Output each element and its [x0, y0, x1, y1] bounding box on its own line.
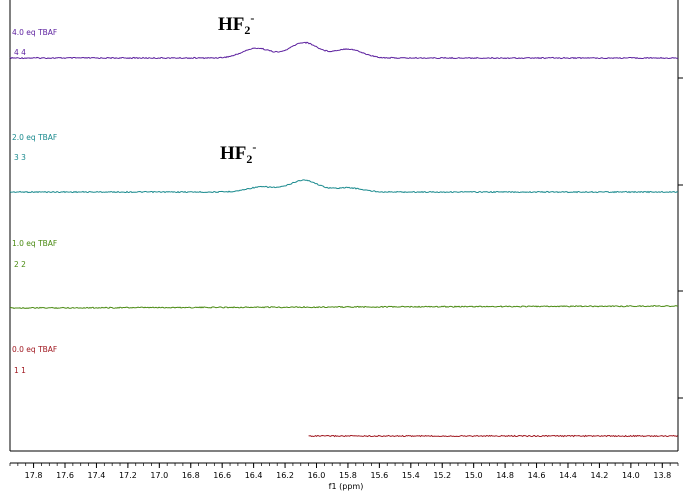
x-tick-label: 16.8 [182, 471, 200, 480]
x-tick-label: 15.0 [465, 471, 483, 480]
spectrum-trace [9, 41, 679, 60]
trace-id-label: 2 2 [14, 260, 26, 269]
x-tick-label: 15.2 [433, 471, 451, 480]
label-layer: 4.0 eq TBAF 4 4 HF2- 2.0 eq TBAF 3 3 HF2- 1.0 … [12, 11, 256, 375]
series-name-label: 4.0 eq TBAF [12, 28, 57, 37]
x-tick-label: 15.6 [370, 471, 388, 480]
x-tick-label: 17.0 [150, 471, 168, 480]
x-tick-label: 16.4 [245, 471, 263, 480]
trace-id-label: 4 4 [14, 48, 26, 57]
x-tick-label: 15.8 [339, 471, 357, 480]
x-tick-label: 14.4 [559, 471, 577, 480]
peak-annotation: HF2- [218, 11, 254, 37]
x-tick-label: 14.0 [622, 471, 640, 480]
axis-layer: 17.8 17.6 17.4 17.2 17.0 16.8 16.6 16.4 16.2 16.0… [9, 0, 683, 480]
x-tick-label: 14.8 [496, 471, 514, 480]
trace-layer [9, 41, 679, 438]
x-tick-label: 14.2 [591, 471, 609, 480]
x-tick-label: 16.6 [213, 471, 231, 480]
x-tick-label: 13.8 [653, 471, 671, 480]
spectrum-trace [308, 434, 678, 438]
series-name-label: 1.0 eq TBAF [12, 239, 57, 248]
peak-annotation: HF2- [220, 140, 256, 166]
x-tick-label: 17.4 [88, 471, 106, 480]
x-axis-label: f1 (ppm) [329, 482, 364, 491]
x-tick-label: 15.4 [402, 471, 420, 480]
x-tick-label: 17.8 [25, 471, 43, 480]
series-name-label: 2.0 eq TBAF [12, 133, 57, 142]
spectrum-trace [9, 179, 679, 194]
x-tick-label: 17.2 [119, 471, 137, 480]
x-tick-label: 14.6 [528, 471, 546, 480]
trace-id-label: 3 3 [14, 153, 26, 162]
trace-id-label: 1 1 [14, 366, 26, 375]
x-tick-label: 16.0 [308, 471, 326, 480]
x-tick-label: 16.2 [276, 471, 294, 480]
spectrum-trace [9, 305, 679, 310]
series-name-label: 0.0 eq TBAF [12, 345, 57, 354]
x-tick-label: 17.6 [56, 471, 74, 480]
